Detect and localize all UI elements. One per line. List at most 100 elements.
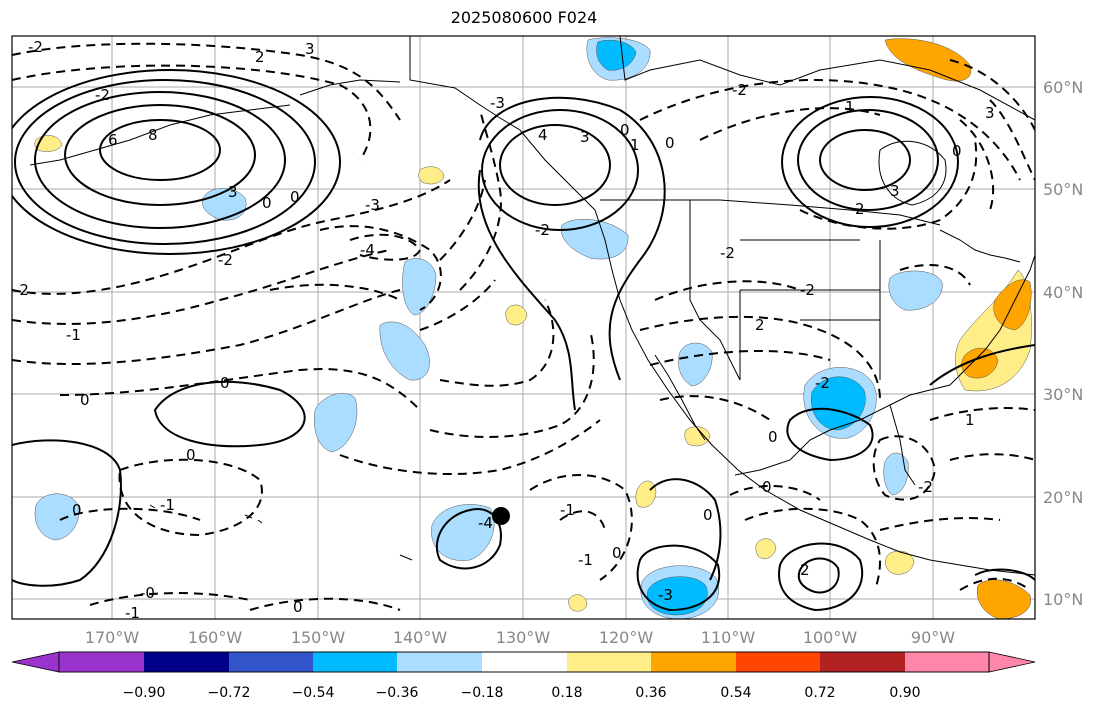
contour-label: 0	[665, 134, 675, 152]
shade-caribbean-blue	[883, 452, 909, 496]
shade-gulf-core	[810, 376, 866, 431]
lat-tick-label: 50°N	[1043, 180, 1083, 199]
contour-label: 0	[768, 428, 778, 446]
shade-hawaii-east	[431, 504, 495, 561]
lat-tick-label: 40°N	[1043, 283, 1083, 302]
colorbar-label: −0.36	[376, 685, 419, 701]
contour-label: 3	[985, 104, 995, 122]
shade-yellow-2	[885, 550, 915, 575]
contour-label: -1	[160, 496, 175, 514]
contour-label: 2	[755, 316, 765, 334]
shade-yellow-4	[418, 166, 445, 185]
lon-tick-label: 170°W	[85, 628, 140, 647]
contour-label: 2	[800, 561, 810, 579]
shade-west-edge	[34, 493, 80, 541]
contour-label: 0	[293, 598, 303, 616]
colorbar-label: −0.90	[123, 685, 166, 701]
colorbar-labels: −0.90 −0.72 −0.54 −0.36 −0.18 0.18 0.36 …	[123, 685, 921, 701]
colorbar-label: 0.18	[551, 685, 582, 701]
colorbar-segment	[651, 652, 736, 672]
shade-yellow-1	[635, 480, 657, 508]
contour-label: 0	[620, 121, 630, 139]
contour-label: -3	[365, 196, 380, 214]
contour-label: 1	[630, 136, 640, 154]
contour-lines-dashed	[12, 42, 1035, 611]
contour-label: -2	[815, 374, 830, 392]
colorbar-label: 0.36	[635, 685, 666, 701]
contour-label: -1	[560, 501, 575, 519]
colorbar-segment	[482, 652, 567, 672]
contour-label: -3	[490, 94, 505, 112]
contour-label: 0	[952, 142, 962, 160]
contour-label: 0	[612, 544, 622, 562]
map-frame	[11, 35, 1036, 620]
contour-label: 6	[108, 131, 118, 149]
colorbar-extend-low	[11, 651, 60, 673]
contour-label: -2	[918, 478, 933, 496]
colorbar-segment	[229, 652, 313, 672]
contour-label: 8	[148, 126, 158, 144]
colorbar-label: −0.18	[461, 685, 504, 701]
shade-central-pacific-3	[314, 393, 358, 453]
contour-label: 0	[72, 501, 82, 519]
contour-lines	[12, 69, 1035, 612]
shade-se-corner	[976, 579, 1031, 619]
lon-tick-label: 100°W	[803, 628, 858, 647]
colorbar-label: −0.72	[208, 685, 251, 701]
shade-alaska-north-core	[596, 39, 637, 71]
contour-label: 2	[255, 48, 265, 66]
contour-label: -2	[535, 221, 550, 239]
lon-tick-label: 160°W	[188, 628, 243, 647]
contour-label: 4	[538, 126, 548, 144]
colorbar-label: 0.72	[804, 685, 835, 701]
contour-label: 3	[228, 183, 238, 201]
lat-tick-labels: 10°N 20°N 30°N 40°N 50°N 60°N	[1043, 78, 1083, 609]
contour-labels: -2 -2 3 2 6 8 3 0 0 -3 -4 -2 -2 -1 0 0 0…	[14, 38, 995, 619]
contour-label: -1	[66, 326, 81, 344]
shade-texas-blue	[678, 342, 713, 387]
contour-label: -1	[578, 551, 593, 569]
contour-label: -3	[658, 586, 673, 604]
contour-label: -2	[720, 244, 735, 262]
contour-label: 3	[305, 40, 315, 58]
shade-east-pacific-core	[646, 576, 708, 616]
contour-label: 0	[762, 478, 772, 496]
contour-label: -0	[140, 584, 155, 602]
colorbar-segment	[905, 652, 989, 672]
shade-hudson-positive	[884, 38, 972, 82]
colorbar-segment	[59, 652, 144, 672]
colorbar-segment	[313, 652, 397, 672]
shade-yellow-8	[568, 594, 588, 612]
contour-label: -2	[732, 81, 747, 99]
contour-label: -2	[14, 281, 29, 299]
contour-label: 0	[262, 194, 272, 212]
contour-label: 1	[965, 411, 975, 429]
contour-label: 0	[220, 374, 230, 392]
contour-label: 0	[80, 391, 90, 409]
lat-tick-label: 20°N	[1043, 488, 1083, 507]
colorbar: −0.90 −0.72 −0.54 −0.36 −0.18 0.18 0.36 …	[11, 651, 1036, 701]
contour-label: -2	[28, 38, 43, 56]
lat-tick-label: 60°N	[1043, 78, 1083, 97]
contour-label: 3	[890, 182, 900, 200]
map-panel: -2 -2 3 2 6 8 3 0 0 -3 -4 -2 -2 -1 0 0 0…	[11, 35, 1036, 620]
lon-tick-labels: 170°W 160°W 150°W 140°W 130°W 120°W 110°…	[85, 628, 955, 647]
map-title: 2025080600 F024	[450, 8, 598, 27]
colorbar-extend-high	[988, 651, 1036, 673]
contour-label: 0	[290, 188, 300, 206]
contour-label: 0	[703, 506, 713, 524]
lat-tick-label: 30°N	[1043, 385, 1083, 404]
lon-tick-label: 150°W	[291, 628, 346, 647]
shade-central-pacific-1	[379, 321, 430, 381]
contour-label: -2	[95, 86, 110, 104]
lat-tick-label: 10°N	[1043, 590, 1083, 609]
contour-label: -2	[218, 251, 233, 269]
colorbar-segment	[397, 652, 482, 672]
colorbar-segment	[736, 652, 820, 672]
lon-tick-label: 120°W	[599, 628, 654, 647]
colorbar-segment	[144, 652, 229, 672]
colorbar-label: −0.54	[292, 685, 335, 701]
colorbar-label: 0.54	[720, 685, 751, 701]
contour-label: -2	[800, 281, 815, 299]
